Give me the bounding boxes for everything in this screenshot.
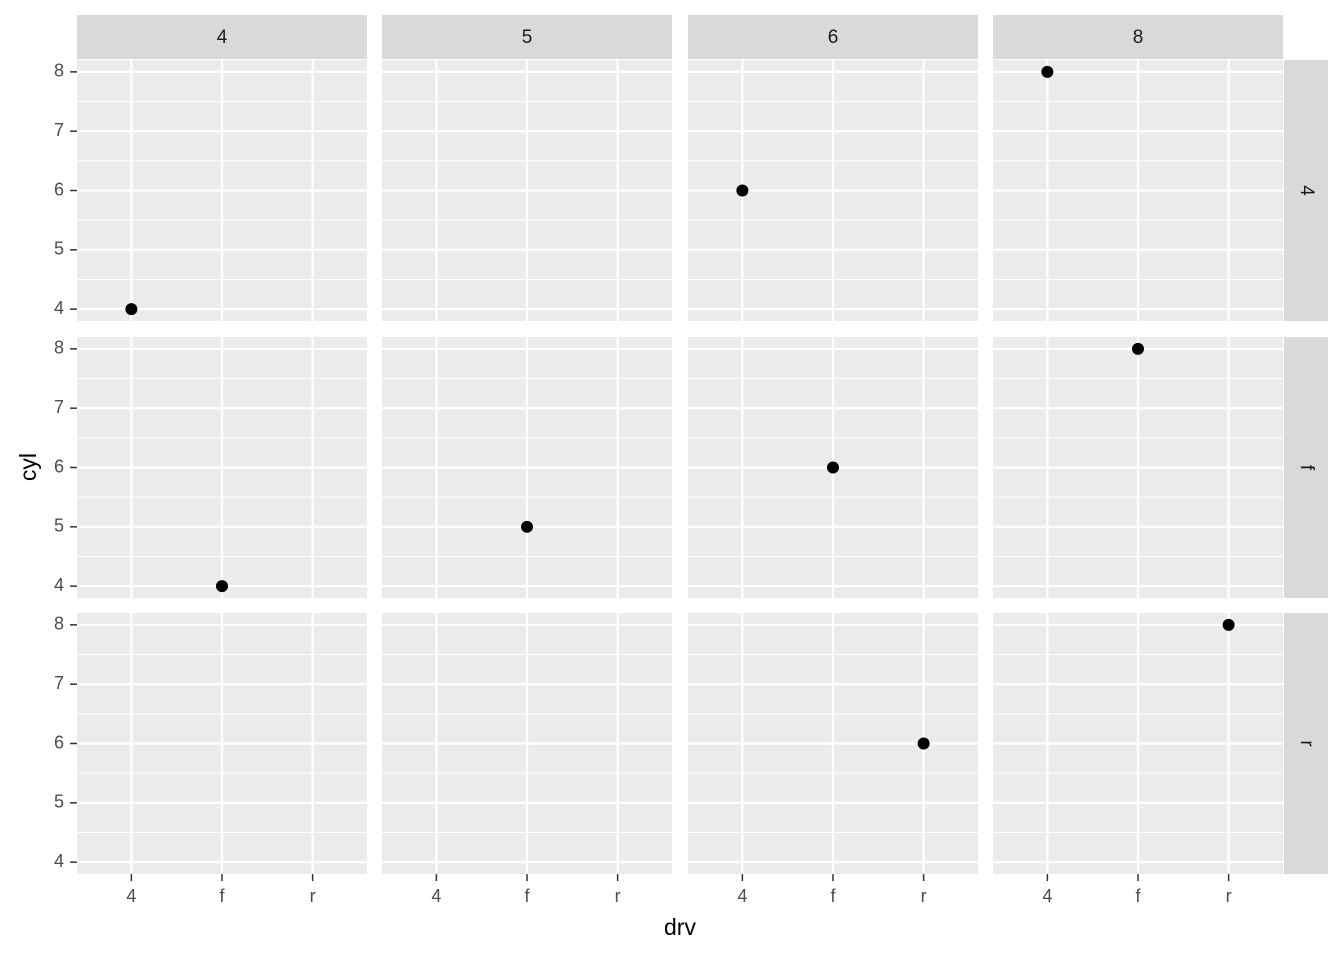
- y-tick-label: 5: [54, 516, 64, 536]
- point: [827, 461, 839, 474]
- x-tick-label: f: [830, 886, 836, 906]
- x-tick-label: 4: [737, 886, 747, 906]
- y-tick-label: 5: [54, 792, 64, 812]
- strip: [993, 15, 1283, 59]
- strip: [1284, 60, 1328, 321]
- y-tick-label: 6: [54, 179, 64, 199]
- y-tick-label: 6: [54, 456, 64, 476]
- point: [1132, 342, 1144, 355]
- y-tick-label: 4: [54, 575, 64, 595]
- x-tick-label: r: [1226, 886, 1232, 906]
- strip-text: 8: [1133, 27, 1144, 48]
- point: [917, 737, 930, 750]
- y-tick-label: 7: [54, 120, 64, 140]
- x-tick-label: f: [219, 886, 225, 906]
- y-axis-title: cyl: [15, 453, 41, 481]
- strip-text: 6: [828, 27, 839, 48]
- strip-text: 5: [522, 27, 533, 48]
- x-tick-label: 4: [126, 886, 136, 906]
- strip: [1284, 613, 1328, 874]
- point: [1041, 65, 1054, 78]
- y-tick-label: 8: [54, 338, 64, 358]
- x-tick-label: r: [310, 886, 316, 906]
- x-tick-label: r: [615, 886, 621, 906]
- strip: [688, 15, 978, 59]
- x-tick-label: r: [921, 886, 927, 906]
- y-tick-label: 4: [54, 851, 64, 871]
- point: [216, 580, 228, 593]
- y-tick-label: 7: [54, 673, 64, 693]
- y-tick-label: 5: [54, 239, 64, 259]
- y-tick-label: 8: [54, 61, 64, 81]
- x-tick-label: 4: [431, 886, 441, 906]
- x-tick-label: f: [1135, 886, 1141, 906]
- y-tick-label: 7: [54, 397, 64, 417]
- point: [521, 520, 533, 533]
- point: [125, 303, 138, 316]
- strip-text: f: [1296, 465, 1317, 471]
- strip-text: 4: [217, 27, 228, 48]
- x-tick-label: 4: [1042, 886, 1052, 906]
- strip-text: r: [1296, 740, 1317, 747]
- strip-text: 4: [1296, 185, 1317, 196]
- y-tick-label: 4: [54, 298, 64, 318]
- x-axis-title: drv: [664, 914, 696, 940]
- strip: [1284, 337, 1328, 598]
- strip: [382, 15, 672, 59]
- point: [1222, 618, 1235, 631]
- y-tick-label: 8: [54, 614, 64, 634]
- strip: [77, 15, 367, 59]
- y-tick-label: 6: [54, 732, 64, 752]
- point: [736, 184, 749, 197]
- x-tick-label: f: [524, 886, 530, 906]
